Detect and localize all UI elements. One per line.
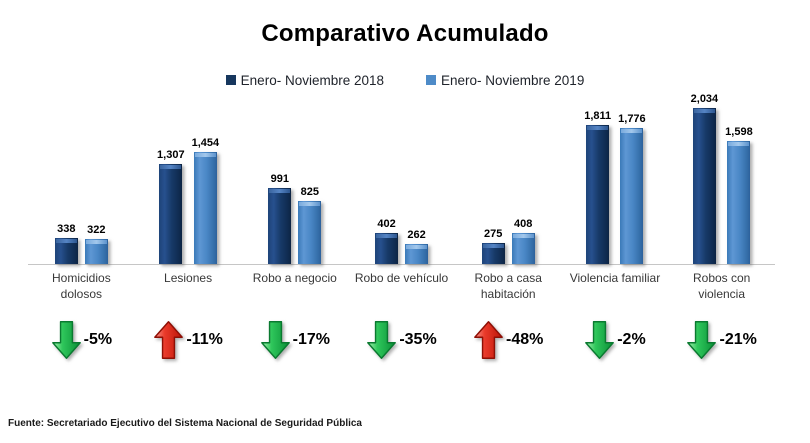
category-label: Robo de vehículo (354, 271, 449, 285)
bar-with-label: 275 (481, 228, 505, 264)
category-group: 2,034 1,598 (668, 93, 775, 264)
legend-swatch-2019-icon (426, 75, 436, 85)
value-label: 322 (87, 224, 106, 236)
value-label: 402 (377, 218, 396, 230)
bar-with-label: 262 (405, 229, 429, 264)
change-percent-label: -35% (399, 331, 437, 348)
arrow-down-icon (585, 321, 615, 359)
change-indicators-row: -5% -11% -17% -35% -48% -2% -21% (28, 317, 775, 363)
change-indicator: -35% (348, 317, 455, 363)
category-label: Homicidios dolosos (52, 271, 111, 301)
value-label: 1,454 (191, 137, 220, 149)
value-label: 1,776 (618, 113, 646, 125)
change-indicator: -17% (241, 317, 348, 363)
category-group: 1,811 1,776 (562, 110, 669, 264)
bar-2019 (193, 152, 217, 264)
category-label: Robos con violencia (692, 271, 751, 301)
value-label: 1,811 (584, 110, 612, 122)
bar-with-label: 2,034 (690, 93, 719, 264)
bar-2019 (405, 244, 429, 264)
value-label: 1,598 (725, 126, 753, 138)
category-group: 275 408 (455, 218, 562, 264)
source-note: Fuente: Secretariado Ejecutivo del Siste… (8, 418, 362, 429)
bar-with-label: 338 (54, 223, 78, 264)
change-percent-label: -17% (292, 331, 330, 348)
plot-area: 338 322 1,307 1,454 991 825 402 262 275 408 1,811 1… (28, 88, 775, 363)
bar-with-label: 1,598 (725, 126, 753, 264)
category-group: 338 322 (28, 223, 135, 264)
legend-label-2019: Enero- Noviembre 2019 (441, 72, 585, 88)
bar-2019 (727, 141, 751, 264)
change-percent-label: -2% (617, 331, 646, 348)
bar-with-label: 1,307 (157, 149, 185, 264)
change-indicator: -11% (135, 317, 242, 363)
bar-2019 (620, 128, 644, 264)
value-label: 1,307 (157, 149, 185, 161)
bar-2019 (298, 201, 322, 264)
arrow-down-icon (367, 321, 397, 359)
legend-label-2018: Enero- Noviembre 2018 (240, 72, 384, 88)
bar-with-label: 402 (375, 218, 399, 264)
change-percent-label: -5% (83, 331, 113, 348)
legend-item-2019: Enero- Noviembre 2019 (426, 73, 584, 88)
value-label: 825 (300, 186, 319, 198)
bar-2018 (268, 188, 292, 264)
change-percent-label: -11% (186, 331, 223, 348)
arrow-up-icon (474, 321, 503, 359)
bar-with-label: 322 (84, 224, 108, 264)
bar-2018 (586, 125, 610, 264)
change-indicator: -21% (668, 317, 775, 363)
category-label: Robo a casa habitación (474, 271, 542, 301)
change-percent-label: -21% (719, 331, 757, 348)
change-indicator: -5% (28, 317, 135, 363)
bar-2018 (481, 243, 505, 264)
arrow-up-icon (154, 321, 184, 359)
value-label: 338 (57, 223, 76, 235)
bar-2018 (159, 164, 183, 264)
bar-with-label: 991 (268, 173, 292, 264)
category-label: Violencia familiar (569, 271, 661, 285)
value-label: 2,034 (690, 93, 719, 105)
bar-with-label: 1,454 (191, 137, 220, 264)
bar-with-label: 1,776 (618, 113, 646, 264)
category-group: 1,307 1,454 (135, 137, 242, 264)
chart-title: Comparativo Acumulado (261, 20, 549, 47)
category-group: 402 262 (348, 218, 455, 264)
bar-2018 (54, 238, 78, 264)
value-label: 275 (484, 228, 503, 240)
value-label: 408 (514, 218, 533, 230)
value-label: 991 (270, 173, 289, 185)
x-axis-baseline: 338 322 1,307 1,454 991 825 402 262 275 408 1,811 1… (28, 88, 775, 265)
bar-2019 (511, 233, 535, 264)
bar-2019 (84, 239, 108, 264)
arrow-down-icon (51, 321, 81, 359)
legend: Enero- Noviembre 2018 Enero- Noviembre 2… (0, 72, 810, 88)
arrow-down-icon (687, 321, 717, 359)
bar-2018 (375, 233, 399, 264)
bar-with-label: 1,811 (584, 110, 611, 264)
change-percent-label: -48% (506, 331, 544, 348)
arrow-down-icon (260, 321, 290, 359)
change-indicator: -48% (455, 317, 562, 363)
category-group: 991 825 (241, 173, 348, 264)
category-label: Robo a negocio (252, 271, 337, 285)
bar-with-label: 825 (298, 186, 322, 264)
category-axis-labels: Homicidios dolosos Lesiones Robo a negocio… (28, 271, 775, 305)
legend-item-2018: Enero- Noviembre 2018 (225, 72, 384, 88)
change-indicator: -2% (562, 317, 669, 363)
value-label: 262 (407, 229, 426, 241)
bar-with-label: 408 (511, 218, 535, 264)
legend-swatch-2018-icon (225, 75, 236, 85)
bar-2018 (692, 108, 716, 264)
category-label: Lesiones (164, 271, 213, 285)
